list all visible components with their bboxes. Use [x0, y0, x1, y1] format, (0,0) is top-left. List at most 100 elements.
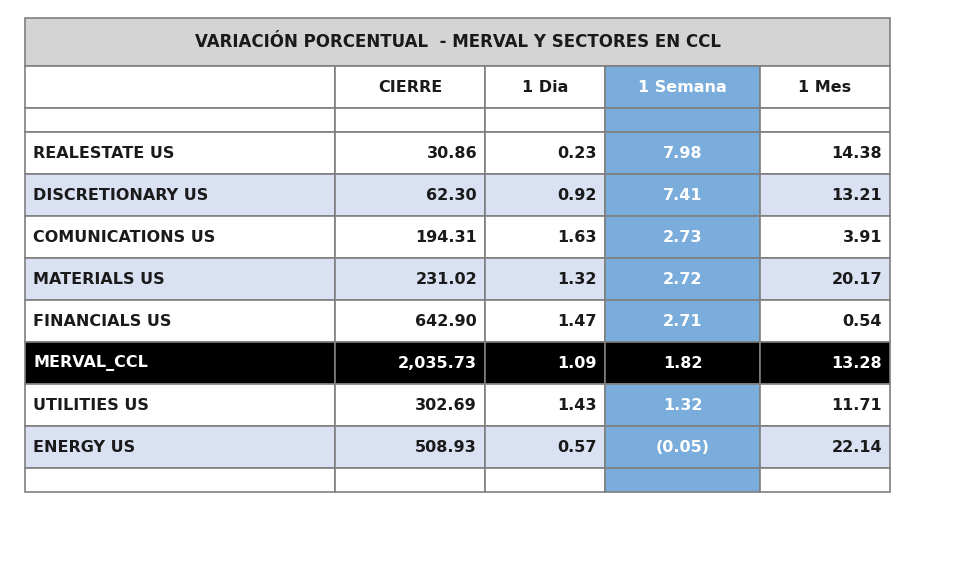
Text: 13.21: 13.21: [831, 187, 882, 203]
Bar: [760, 300, 890, 342]
Bar: [25, 258, 335, 300]
Text: 11.71: 11.71: [831, 397, 882, 413]
Bar: [605, 426, 760, 468]
Text: 1 Dia: 1 Dia: [521, 79, 568, 95]
Text: 7.41: 7.41: [662, 187, 703, 203]
Bar: [335, 66, 485, 108]
Bar: [25, 18, 890, 66]
Text: 231.02: 231.02: [416, 272, 477, 286]
Text: 13.28: 13.28: [831, 355, 882, 371]
Bar: [25, 108, 335, 132]
Bar: [605, 300, 760, 342]
Bar: [485, 258, 605, 300]
Text: 1.32: 1.32: [558, 272, 597, 286]
Bar: [760, 108, 890, 132]
Bar: [485, 108, 605, 132]
Text: 642.90: 642.90: [416, 314, 477, 328]
Bar: [760, 468, 890, 492]
Text: 0.23: 0.23: [558, 145, 597, 161]
Text: CIERRE: CIERRE: [378, 79, 442, 95]
Bar: [760, 216, 890, 258]
Bar: [605, 108, 760, 132]
Text: 508.93: 508.93: [416, 440, 477, 454]
Text: 194.31: 194.31: [416, 229, 477, 245]
Bar: [25, 342, 335, 384]
Text: ENERGY US: ENERGY US: [33, 440, 135, 454]
Text: 62.30: 62.30: [426, 187, 477, 203]
Text: VARIACIÓN PORCENTUAL  - MERVAL Y SECTORES EN CCL: VARIACIÓN PORCENTUAL - MERVAL Y SECTORES…: [194, 33, 720, 51]
Bar: [25, 216, 335, 258]
Text: MERVAL_CCL: MERVAL_CCL: [33, 355, 148, 371]
Bar: [485, 174, 605, 216]
Bar: [25, 426, 335, 468]
Text: 3.91: 3.91: [843, 229, 882, 245]
Bar: [605, 174, 760, 216]
Text: 30.86: 30.86: [426, 145, 477, 161]
Text: 2.72: 2.72: [662, 272, 703, 286]
Bar: [485, 342, 605, 384]
Bar: [485, 468, 605, 492]
Text: 1 Semana: 1 Semana: [638, 79, 727, 95]
Bar: [485, 132, 605, 174]
Bar: [760, 384, 890, 426]
Bar: [335, 132, 485, 174]
Bar: [485, 216, 605, 258]
Bar: [335, 258, 485, 300]
Text: 20.17: 20.17: [831, 272, 882, 286]
Bar: [485, 66, 605, 108]
Bar: [760, 174, 890, 216]
Bar: [335, 468, 485, 492]
Text: 0.54: 0.54: [843, 314, 882, 328]
Bar: [25, 132, 335, 174]
Text: REALESTATE US: REALESTATE US: [33, 145, 174, 161]
Bar: [605, 216, 760, 258]
Text: (0.05): (0.05): [656, 440, 710, 454]
Bar: [760, 258, 890, 300]
Bar: [335, 426, 485, 468]
Text: DISCRETIONARY US: DISCRETIONARY US: [33, 187, 208, 203]
Bar: [605, 132, 760, 174]
Bar: [335, 216, 485, 258]
Text: UTILITIES US: UTILITIES US: [33, 397, 149, 413]
Bar: [605, 384, 760, 426]
Bar: [335, 384, 485, 426]
Text: 1.43: 1.43: [558, 397, 597, 413]
Bar: [760, 342, 890, 384]
Bar: [335, 342, 485, 384]
Text: 1.09: 1.09: [558, 355, 597, 371]
Text: 0.57: 0.57: [558, 440, 597, 454]
Text: 14.38: 14.38: [831, 145, 882, 161]
Bar: [335, 108, 485, 132]
Bar: [760, 132, 890, 174]
Text: 2,035.73: 2,035.73: [398, 355, 477, 371]
Text: 302.69: 302.69: [416, 397, 477, 413]
Text: COMUNICATIONS US: COMUNICATIONS US: [33, 229, 216, 245]
Bar: [605, 342, 760, 384]
Bar: [25, 300, 335, 342]
Bar: [760, 66, 890, 108]
Text: MATERIALS US: MATERIALS US: [33, 272, 165, 286]
Bar: [605, 468, 760, 492]
Bar: [25, 174, 335, 216]
Bar: [605, 66, 760, 108]
Bar: [605, 258, 760, 300]
Text: 1.47: 1.47: [558, 314, 597, 328]
Text: 1.32: 1.32: [662, 397, 703, 413]
Text: 2.73: 2.73: [662, 229, 703, 245]
Bar: [335, 300, 485, 342]
Bar: [25, 66, 335, 108]
Bar: [485, 300, 605, 342]
Bar: [485, 384, 605, 426]
Text: 7.98: 7.98: [662, 145, 703, 161]
Text: 1.63: 1.63: [558, 229, 597, 245]
Bar: [25, 384, 335, 426]
Text: FINANCIALS US: FINANCIALS US: [33, 314, 171, 328]
Bar: [760, 426, 890, 468]
Bar: [335, 174, 485, 216]
Bar: [485, 426, 605, 468]
Text: 1.82: 1.82: [662, 355, 703, 371]
Text: 22.14: 22.14: [831, 440, 882, 454]
Text: 0.92: 0.92: [558, 187, 597, 203]
Bar: [25, 468, 335, 492]
Text: 1 Mes: 1 Mes: [799, 79, 852, 95]
